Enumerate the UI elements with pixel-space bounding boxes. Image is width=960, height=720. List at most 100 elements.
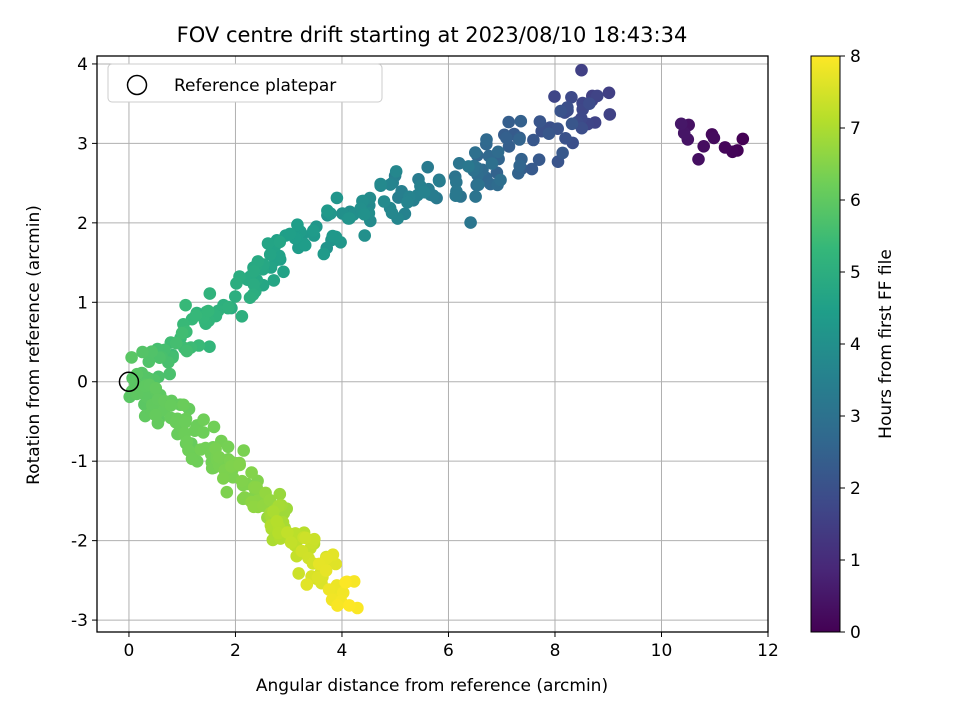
scatter-point <box>469 146 482 159</box>
scatter-point <box>357 208 371 221</box>
x-tick-label: 8 <box>550 641 561 661</box>
y-tick-label: 4 <box>77 55 88 75</box>
x-tick-label: 4 <box>337 641 348 661</box>
y-tick-label: 0 <box>77 373 88 393</box>
scatter-point <box>149 408 162 422</box>
scatter-point <box>542 127 556 140</box>
colorbar: 0 1 2 3 4 5 6 7 8 Hours from first FF file <box>810 47 896 643</box>
scatter-point <box>559 132 572 145</box>
scatter-point <box>494 173 507 187</box>
scatter-point <box>164 399 178 412</box>
scatter-point <box>267 505 280 518</box>
scatter-point <box>377 195 391 208</box>
scatter-point <box>591 89 604 103</box>
scatter-point <box>449 189 463 202</box>
colorbar-tick-label: 4 <box>850 335 861 355</box>
scatter-point <box>222 300 235 314</box>
scatter-point <box>136 345 149 359</box>
scatter-point <box>175 326 189 340</box>
x-axis-label: Angular distance from reference (arcmin) <box>256 676 608 696</box>
y-tick-label: 2 <box>77 214 88 234</box>
scatter-point <box>513 159 526 172</box>
legend-marker-reference <box>126 74 148 96</box>
x-axis: 0 2 4 6 8 10 12 <box>124 632 779 661</box>
scatter-point <box>533 115 547 128</box>
data-points <box>123 63 750 615</box>
colorbar-tick-label: 5 <box>850 263 861 283</box>
scatter-point <box>237 444 250 457</box>
y-tick-label: 1 <box>77 293 88 313</box>
scatter-point <box>261 237 275 250</box>
scatter-point <box>358 229 372 242</box>
scatter-point <box>525 162 539 176</box>
scatter-point <box>480 133 493 146</box>
scatter-point <box>491 145 505 159</box>
scatter-point <box>401 196 414 209</box>
scatter-point <box>319 564 333 577</box>
colorbar-tick-label: 2 <box>850 479 861 499</box>
scatter-point <box>326 229 340 243</box>
scatter-point <box>220 485 234 499</box>
scatter-point <box>163 367 176 381</box>
colorbar-tick-label: 7 <box>850 119 861 139</box>
scatter-point <box>263 248 277 261</box>
scatter-point <box>142 355 156 369</box>
scatter-point <box>343 599 356 612</box>
scatter-point <box>180 344 194 358</box>
y-tick-label: 3 <box>77 134 88 154</box>
y-axis-label: Rotation from reference (arcmin) <box>24 205 44 485</box>
scatter-point <box>233 458 246 472</box>
scatter-point <box>283 227 297 241</box>
scatter-point <box>575 63 588 77</box>
legend-label-reference: Reference platepar <box>174 76 336 96</box>
scatter-point <box>374 177 387 191</box>
legend-box <box>107 63 383 103</box>
scatter-point <box>389 165 403 178</box>
scatter-point <box>298 238 312 252</box>
scatter-point <box>247 278 261 291</box>
x-tick-label: 12 <box>757 641 779 661</box>
scatter-point <box>583 97 596 110</box>
colorbar-tick-label: 0 <box>850 623 861 643</box>
scatter-point <box>197 413 210 427</box>
scatter-point <box>418 185 431 199</box>
y-axis: -3 -2 -1 0 1 2 3 4 <box>71 55 97 631</box>
scatter-point <box>243 291 257 305</box>
scatter-point <box>281 526 294 539</box>
scatter-point <box>169 336 183 350</box>
scatter-point <box>194 443 207 456</box>
scatter-point <box>718 141 732 154</box>
y-tick-label: -1 <box>71 452 88 472</box>
scatter-point <box>284 536 298 549</box>
scatter-point <box>450 175 463 189</box>
scatter-point <box>272 526 285 540</box>
scatter-point <box>125 351 138 364</box>
scatter-point <box>145 345 158 359</box>
scatter-point <box>602 86 616 100</box>
scatter-point <box>277 265 290 279</box>
scatter-point <box>421 160 435 174</box>
scatter-point <box>384 178 397 191</box>
grid <box>97 56 769 632</box>
scatter-point <box>513 133 526 146</box>
scatter-point <box>469 190 482 203</box>
colorbar-gradient <box>810 55 841 633</box>
colorbar-label: Hours from first FF file <box>876 249 896 439</box>
scatter-point <box>221 440 235 454</box>
x-tick-label: 0 <box>124 641 135 661</box>
scatter-point <box>565 117 579 131</box>
scatter-point <box>736 132 750 146</box>
scatter-point <box>229 290 242 303</box>
scatter-point <box>464 216 477 229</box>
chart-title: FOV centre drift starting at 2023/08/10 … <box>177 23 688 47</box>
scatter-point <box>330 191 344 205</box>
scatter-point <box>267 274 281 287</box>
scatter-point <box>179 298 192 312</box>
scatter-point <box>321 204 334 217</box>
scatter-point <box>177 398 190 412</box>
scatter-point <box>149 382 163 395</box>
x-tick-label: 10 <box>651 641 673 661</box>
scatter-point <box>235 474 249 488</box>
scatter-point <box>472 178 485 192</box>
